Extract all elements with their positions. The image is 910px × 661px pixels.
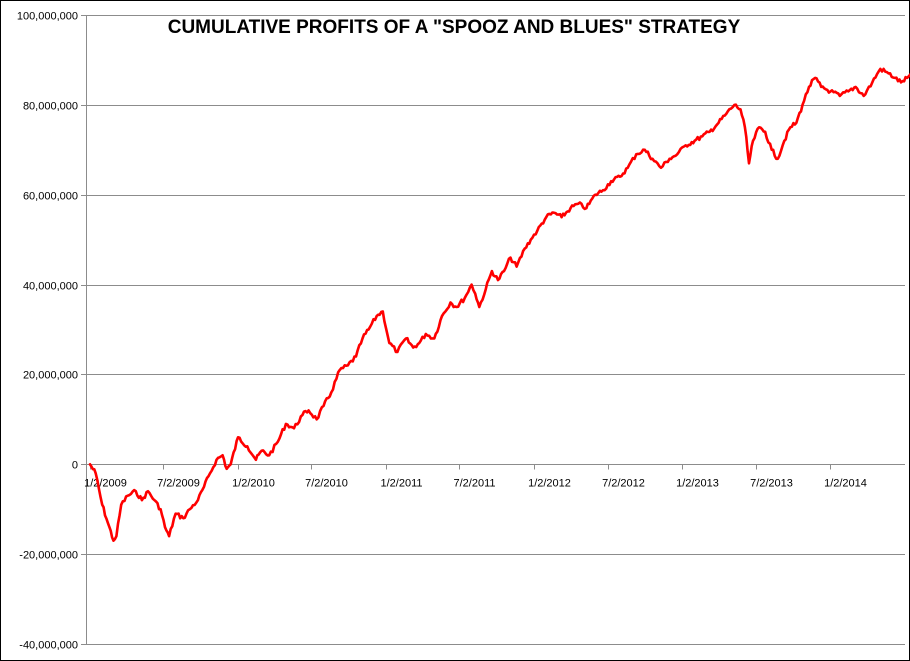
x-tick-label: 1/2/2009 bbox=[84, 478, 127, 490]
x-axis: 1/2/2009 7/2/2009 1/2/2010 7/2/2010 1/2/2011… bbox=[84, 464, 905, 490]
y-tick-label: 40,000,000 bbox=[23, 281, 78, 293]
x-tick-label: 1/2/2012 bbox=[528, 478, 571, 490]
y-tick-label: 0 bbox=[72, 460, 78, 472]
series-line-0 bbox=[88, 67, 910, 542]
x-tick-label: 7/2/2009 bbox=[157, 478, 200, 490]
y-tick-label: 100,000,000 bbox=[17, 11, 78, 23]
y-tick-label: 20,000,000 bbox=[23, 370, 78, 382]
y-tick-label: -20,000,000 bbox=[19, 550, 78, 562]
x-tick-label: 1/2/2013 bbox=[676, 478, 719, 490]
y-axis: 100,000,000 80,000,000 60,000,000 40,000,00… bbox=[17, 11, 87, 652]
x-tick-label: 7/2/2013 bbox=[750, 478, 793, 490]
x-tick-label: 7/2/2012 bbox=[602, 478, 645, 490]
x-tick-label: 7/2/2010 bbox=[305, 478, 348, 490]
x-tick-label: 1/2/2011 bbox=[380, 478, 422, 490]
y-tick-label: 80,000,000 bbox=[23, 101, 78, 113]
grid-lines bbox=[86, 15, 905, 645]
series-layer bbox=[88, 67, 910, 542]
x-tick-label: 1/2/2014 bbox=[824, 478, 867, 490]
y-tick-label: -40,000,000 bbox=[19, 640, 78, 652]
x-tick-label: 1/2/2010 bbox=[232, 478, 275, 490]
y-tick-label: 60,000,000 bbox=[23, 191, 78, 203]
x-tick-label: 7/2/2011 bbox=[453, 478, 495, 490]
chart-title: CUMULATIVE PROFITS OF A "SPOOZ AND BLUES… bbox=[168, 17, 741, 38]
